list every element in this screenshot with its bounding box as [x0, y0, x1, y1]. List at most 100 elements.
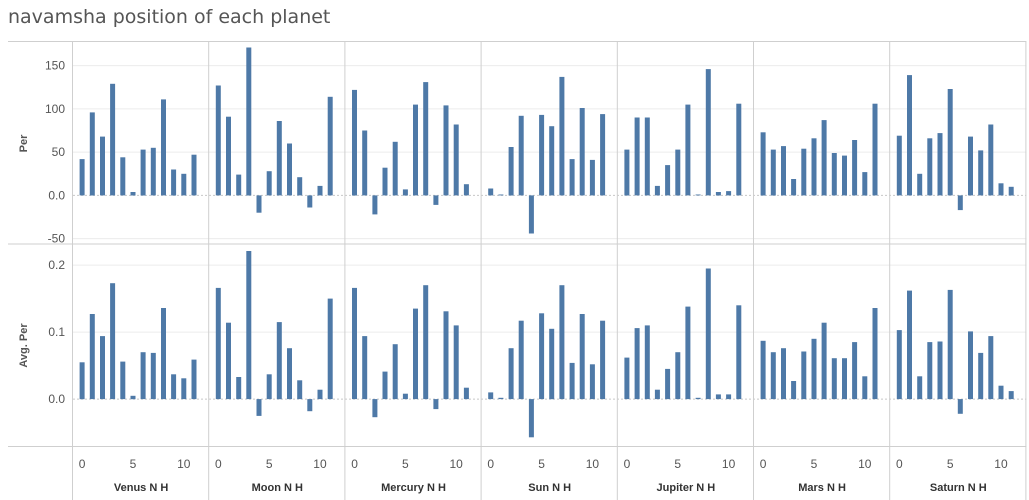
- bar: [862, 172, 868, 196]
- bar: [770, 149, 776, 196]
- bar: [760, 132, 766, 196]
- bar: [872, 308, 878, 400]
- bar: [831, 153, 837, 196]
- bar: [781, 348, 786, 400]
- bar: [161, 308, 166, 400]
- bar: [181, 173, 187, 196]
- bar: [171, 169, 177, 196]
- bar: [862, 376, 868, 400]
- bar: [120, 157, 126, 196]
- bar: [569, 362, 575, 400]
- bar: [791, 381, 797, 400]
- bar: [968, 136, 973, 196]
- bar: [705, 268, 711, 400]
- bar: [463, 184, 469, 196]
- bar: [654, 185, 660, 196]
- y-tick-label: 0.0: [48, 188, 65, 202]
- bar: [433, 399, 439, 410]
- x-tick-label: 0: [624, 457, 631, 471]
- bar: [1008, 186, 1014, 196]
- bar: [215, 287, 221, 400]
- bar: [392, 344, 398, 400]
- bar: [968, 331, 973, 400]
- bar: [327, 298, 333, 400]
- bar: [110, 83, 116, 196]
- bar: [150, 147, 156, 196]
- bar: [821, 120, 827, 196]
- chart-title: navamsha position of each planet: [8, 6, 331, 28]
- bar: [634, 117, 640, 196]
- bar: [559, 76, 565, 196]
- bar: [715, 192, 721, 196]
- bar: [362, 130, 368, 196]
- y-axis-title: Per: [18, 134, 30, 152]
- x-tick-label: 0: [79, 457, 86, 471]
- bar: [317, 185, 323, 196]
- bar: [579, 314, 585, 400]
- x-tick-label: 5: [266, 457, 273, 471]
- bar: [528, 195, 534, 234]
- bar: [927, 138, 933, 196]
- bar: [413, 308, 418, 400]
- bar: [600, 114, 606, 196]
- bar: [695, 194, 701, 196]
- bar: [726, 191, 732, 196]
- bar: [917, 173, 923, 196]
- bar: [998, 183, 1004, 196]
- bar: [654, 389, 660, 400]
- bar: [443, 105, 449, 196]
- bar: [256, 399, 262, 416]
- x-tick-label: 10: [450, 457, 464, 471]
- bar: [821, 322, 827, 400]
- bar: [317, 389, 323, 400]
- bar: [372, 195, 378, 215]
- bar: [488, 392, 494, 400]
- bar: [287, 348, 292, 400]
- bar: [842, 358, 847, 400]
- bar: [896, 135, 902, 196]
- bar: [927, 342, 933, 400]
- bar: [518, 320, 524, 400]
- bar: [276, 121, 282, 196]
- bar: [382, 167, 388, 196]
- bar: [549, 328, 555, 400]
- bar: [978, 150, 984, 196]
- bar: [726, 394, 732, 400]
- bar: [644, 325, 650, 400]
- bar: [191, 154, 197, 196]
- bar: [760, 340, 766, 400]
- x-tick-label: 0: [760, 457, 767, 471]
- bar: [947, 289, 953, 400]
- bar: [382, 371, 388, 400]
- bar: [988, 336, 994, 400]
- panel-label: Moon N H: [252, 482, 303, 494]
- bar: [130, 395, 136, 400]
- bar: [246, 251, 252, 400]
- bar: [770, 352, 776, 400]
- bar: [171, 374, 177, 400]
- bar: [276, 322, 282, 400]
- bar: [781, 146, 786, 196]
- bar: [372, 399, 378, 418]
- panel-label: Jupiter N H: [657, 482, 716, 494]
- bar: [508, 147, 514, 196]
- x-tick-label: 10: [994, 457, 1008, 471]
- bar: [852, 140, 858, 196]
- x-tick-label: 5: [674, 457, 681, 471]
- bar: [423, 82, 429, 196]
- bar: [307, 399, 313, 412]
- bar: [89, 314, 95, 400]
- bar: [443, 311, 449, 400]
- bar: [589, 159, 595, 196]
- bar: [665, 368, 671, 400]
- bar: [498, 194, 504, 196]
- x-tick-label: 10: [722, 457, 736, 471]
- bar: [528, 399, 534, 438]
- bar: [852, 342, 858, 400]
- bar: [907, 290, 912, 400]
- x-tick-label: 10: [313, 457, 327, 471]
- x-tick-label: 0: [896, 457, 903, 471]
- x-tick-label: 10: [586, 457, 600, 471]
- bar: [297, 177, 303, 196]
